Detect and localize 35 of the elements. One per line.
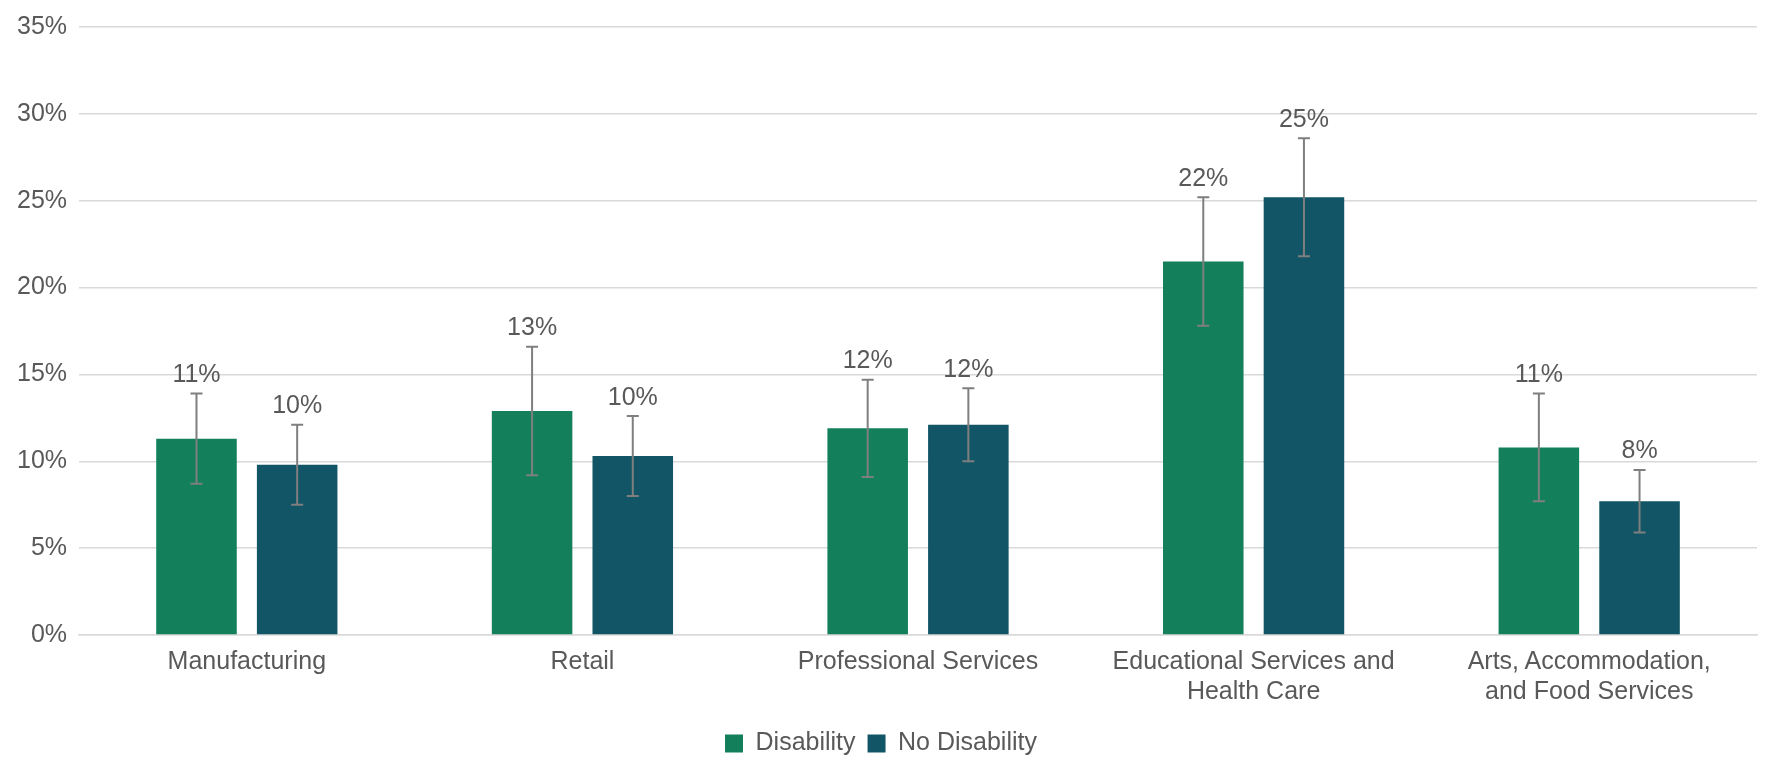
bar [928,424,1009,635]
data-label: 22% [1178,162,1229,191]
bar [256,464,338,635]
y-tick-label: 30% [16,97,68,126]
data-label: 13% [507,312,558,341]
y-tick-label: 20% [16,271,68,300]
data-label: 11% [1514,358,1563,387]
x-tick-label: Retail [550,645,615,674]
x-tick-label: Arts, Accommodation, and Food Services [1467,645,1711,704]
bar [1163,261,1244,635]
bar [156,438,237,635]
data-label: 25% [1278,103,1329,132]
bar [1263,197,1345,635]
legend-label: No Disability [898,727,1038,756]
bar [1599,501,1680,635]
data-label: 12% [943,353,994,382]
x-tick-label: Professional Services [797,645,1039,674]
bar [491,410,573,635]
bar [1498,447,1580,635]
data-label: 10% [272,390,323,419]
bar [827,428,908,635]
legend-label: Disability [755,727,857,756]
y-tick-label: 10% [16,445,68,474]
data-label: 12% [842,345,893,374]
data-label: 8% [1621,435,1658,464]
data-label: 10% [607,381,658,410]
x-tick-label: Educational Services and Health Care [1112,645,1395,704]
y-tick-label: 25% [16,184,68,213]
y-tick-label: 5% [30,532,68,561]
y-tick-label: 35% [16,10,68,39]
bar [592,456,674,635]
data-label: 11% [172,358,221,387]
y-tick-label: 0% [30,618,68,647]
y-tick-label: 15% [16,358,68,387]
x-tick-label: Manufacturing [167,645,327,674]
